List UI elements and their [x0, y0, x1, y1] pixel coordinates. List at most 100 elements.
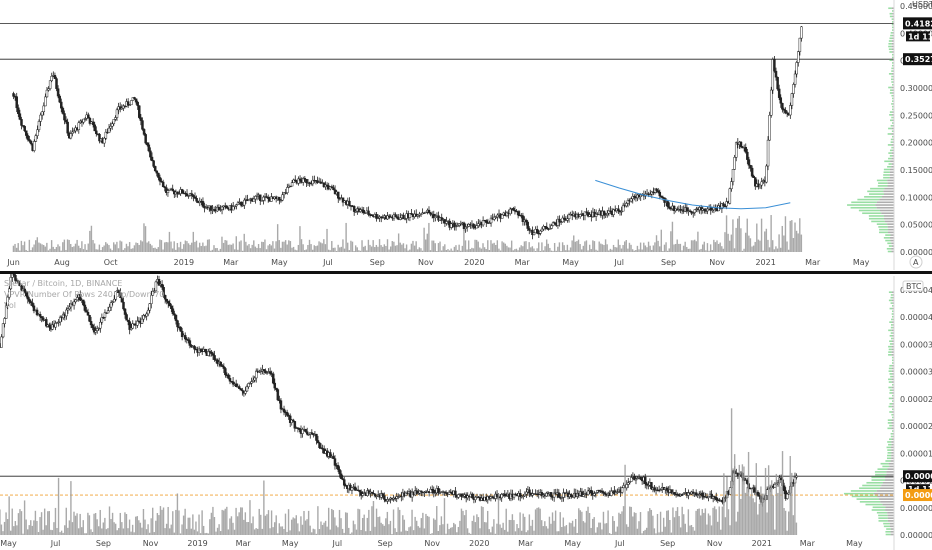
candle-body[interactable]: [171, 188, 174, 192]
candle-body[interactable]: [420, 490, 423, 493]
candle-body[interactable]: [649, 193, 652, 196]
candle-body[interactable]: [561, 217, 564, 223]
candle-body[interactable]: [387, 215, 391, 218]
candle-body[interactable]: [754, 177, 757, 187]
candle-body[interactable]: [50, 75, 53, 81]
candle-body[interactable]: [187, 339, 190, 341]
candle-body[interactable]: [18, 113, 22, 120]
candle-body[interactable]: [31, 302, 34, 307]
candle-body[interactable]: [4, 305, 8, 319]
candle-body[interactable]: [660, 195, 663, 198]
candle-body[interactable]: [614, 492, 618, 495]
candle-body[interactable]: [375, 214, 378, 219]
candle-body[interactable]: [793, 73, 797, 85]
candle-body[interactable]: [416, 214, 420, 217]
candle-body[interactable]: [668, 206, 671, 209]
candle-body[interactable]: [128, 321, 131, 330]
candle-body[interactable]: [707, 496, 710, 498]
candle-body[interactable]: [221, 365, 224, 367]
candle-body[interactable]: [434, 492, 437, 494]
candle-body[interactable]: [248, 382, 252, 385]
legend-vpvr[interactable]: VPVR Number Of Rows 240 Up/Down 70: [4, 290, 164, 299]
candle-body[interactable]: [569, 494, 573, 497]
candle-body[interactable]: [259, 194, 262, 201]
candle-body[interactable]: [150, 156, 154, 161]
candle-body[interactable]: [329, 452, 332, 458]
candle-body[interactable]: [341, 478, 344, 480]
candle-body[interactable]: [429, 488, 432, 493]
candle-body[interactable]: [32, 305, 36, 312]
candle-body[interactable]: [756, 491, 760, 496]
candle-body[interactable]: [21, 125, 25, 127]
candle-body[interactable]: [281, 194, 284, 201]
candle-body[interactable]: [241, 204, 244, 207]
candle-body[interactable]: [728, 487, 732, 495]
candle-body[interactable]: [332, 187, 335, 191]
candle-body[interactable]: [645, 483, 649, 486]
candle-body[interactable]: [525, 491, 528, 495]
candle-body[interactable]: [87, 114, 90, 119]
candle-body[interactable]: [387, 498, 391, 501]
candle-body[interactable]: [311, 179, 315, 185]
candle-body[interactable]: [174, 314, 178, 321]
candle-body[interactable]: [9, 277, 13, 290]
candle-body[interactable]: [383, 495, 386, 500]
candle-body[interactable]: [367, 210, 370, 215]
candle-body[interactable]: [474, 496, 477, 501]
candle-body[interactable]: [228, 378, 232, 382]
candle-body[interactable]: [56, 88, 60, 97]
candle-body[interactable]: [18, 283, 22, 286]
candle-body[interactable]: [720, 203, 724, 210]
candle-body[interactable]: [656, 190, 660, 193]
candle-body[interactable]: [252, 198, 256, 202]
candle-body[interactable]: [728, 188, 732, 204]
candle-body[interactable]: [339, 473, 343, 479]
candle-body[interactable]: [244, 390, 247, 394]
candle-body[interactable]: [301, 429, 304, 434]
candle-body[interactable]: [447, 491, 451, 495]
candle-body[interactable]: [98, 134, 101, 142]
candle-body[interactable]: [594, 492, 598, 494]
candle-body[interactable]: [208, 351, 212, 353]
candle-body[interactable]: [112, 119, 116, 124]
candle-body[interactable]: [34, 135, 38, 142]
candle-body[interactable]: [438, 492, 442, 494]
candle-body[interactable]: [404, 492, 408, 497]
candle-body[interactable]: [715, 496, 718, 500]
candle-body[interactable]: [278, 196, 281, 201]
candle-body[interactable]: [430, 488, 434, 491]
candle-body[interactable]: [760, 181, 763, 186]
candle-body[interactable]: [264, 370, 267, 373]
candle-body[interactable]: [3, 318, 6, 324]
candle-body[interactable]: [512, 208, 515, 211]
candle-body[interactable]: [227, 374, 230, 379]
candle-body[interactable]: [676, 494, 679, 496]
candle-body[interactable]: [548, 228, 552, 230]
candle-body[interactable]: [36, 129, 39, 136]
candle-body[interactable]: [251, 379, 255, 382]
candle-body[interactable]: [94, 330, 97, 333]
candle-body[interactable]: [106, 310, 110, 314]
candle-body[interactable]: [550, 225, 553, 229]
candle-body[interactable]: [562, 492, 565, 498]
candle-body[interactable]: [37, 121, 41, 131]
candle-body[interactable]: [370, 214, 373, 216]
candle-body[interactable]: [460, 493, 463, 497]
candle-body[interactable]: [381, 217, 385, 219]
candle-body[interactable]: [600, 490, 604, 493]
candle-body[interactable]: [166, 190, 170, 193]
candle-body[interactable]: [630, 477, 633, 482]
candle-body[interactable]: [125, 314, 128, 321]
candle-body[interactable]: [602, 210, 606, 216]
candle-body[interactable]: [305, 431, 309, 435]
candle-body[interactable]: [348, 200, 351, 206]
candle-body[interactable]: [399, 217, 402, 220]
candle-body[interactable]: [475, 225, 478, 229]
candle-body[interactable]: [508, 208, 512, 215]
candle-body[interactable]: [443, 491, 446, 493]
candle-body[interactable]: [107, 127, 111, 133]
candle-body[interactable]: [157, 279, 161, 286]
candle-body[interactable]: [181, 189, 184, 194]
candle-body[interactable]: [69, 133, 73, 139]
candle-body[interactable]: [505, 212, 509, 217]
